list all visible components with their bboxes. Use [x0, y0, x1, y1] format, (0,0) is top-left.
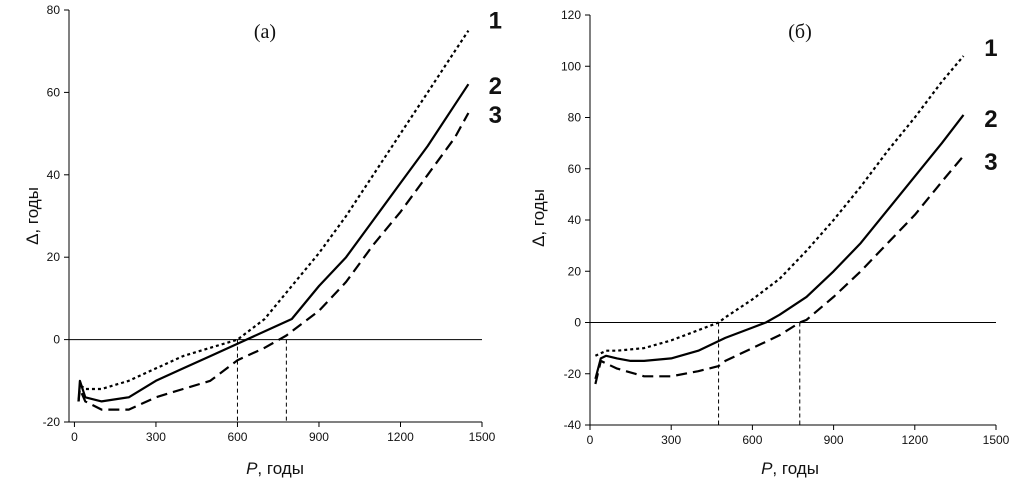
y-tick-label: 0 [574, 316, 581, 330]
y-tick-label: -20 [564, 367, 582, 381]
y-axis-label: Δ, годы [23, 187, 42, 245]
y-tick-label: 20 [47, 250, 61, 264]
series-group [594, 55, 965, 385]
y-tick-label: 20 [568, 264, 582, 278]
y-tick-label: 60 [47, 85, 61, 99]
x-tick-label: 1200 [387, 430, 414, 444]
series-labels: 1 23 [489, 8, 502, 129]
x-tick-label: 300 [661, 433, 681, 447]
reference-lines [590, 322, 996, 425]
tick-group: 0 300 600 900 1200 1500 -40 -20 0 20 40 60 80 100 120 [561, 8, 1010, 447]
x-tick-label: 0 [587, 433, 594, 447]
panel-title: (а) [254, 21, 276, 43]
reference-lines [69, 339, 482, 422]
x-tick-label: 300 [146, 430, 166, 444]
x-tick-label: 600 [227, 430, 247, 444]
panel-a: (а) 0 300 600 900 1200 1500 -20 0 20 40 60 80 1 23 P… [23, 3, 502, 478]
x-tick-label: 600 [742, 433, 762, 447]
series-label: 1 [489, 8, 502, 35]
x-tick-label: 900 [309, 430, 329, 444]
series-label: 3 [489, 102, 502, 129]
x-tick-label: 0 [71, 430, 78, 444]
series-label: 2 [984, 106, 997, 133]
series-label: 2 [489, 73, 502, 100]
series-labels: 1 2 3 [984, 35, 997, 176]
x-tick-label: 1500 [469, 430, 496, 444]
y-axis-label: Δ, годы [529, 189, 548, 247]
series-label: 3 [984, 149, 997, 176]
y-tick-label: -20 [43, 415, 61, 429]
series-group [77, 29, 470, 411]
x-axis-unit: , годы [257, 459, 304, 478]
y-tick-label: 40 [47, 168, 61, 182]
x-tick-label: 900 [824, 433, 844, 447]
y-tick-label: 100 [561, 59, 581, 73]
y-tick-label: 120 [561, 8, 581, 22]
y-tick-label: -40 [564, 418, 582, 432]
x-axis-unit: , годы [772, 459, 819, 478]
x-axis-label: P, годы [246, 459, 304, 478]
y-tick-label: 0 [53, 333, 60, 347]
x-tick-label: 1200 [901, 433, 928, 447]
series-line-3 [77, 112, 470, 411]
x-tick-label: 1500 [983, 433, 1010, 447]
series-line-2 [594, 114, 965, 380]
y-tick-label: 60 [568, 162, 582, 176]
series-line-3 [594, 155, 965, 385]
y-tick-label: 40 [568, 213, 582, 227]
tick-group: 0 300 600 900 1200 1500 -20 0 20 40 60 80 [43, 3, 496, 444]
x-axis-label: P, годы [761, 459, 819, 478]
panel-title: (б) [788, 21, 812, 43]
y-tick-label: 80 [568, 111, 582, 125]
x-axis-variable: P [246, 459, 258, 478]
series-line-1 [594, 55, 965, 357]
y-tick-label: 80 [47, 3, 61, 17]
panel-b: (б) 0 300 600 900 1200 1500 -40 -20 0 20 40 60 80 100… [529, 8, 1010, 478]
series-line-1 [77, 29, 470, 402]
x-axis-variable: P [761, 459, 773, 478]
series-line-2 [77, 83, 470, 403]
series-label: 1 [984, 35, 997, 62]
